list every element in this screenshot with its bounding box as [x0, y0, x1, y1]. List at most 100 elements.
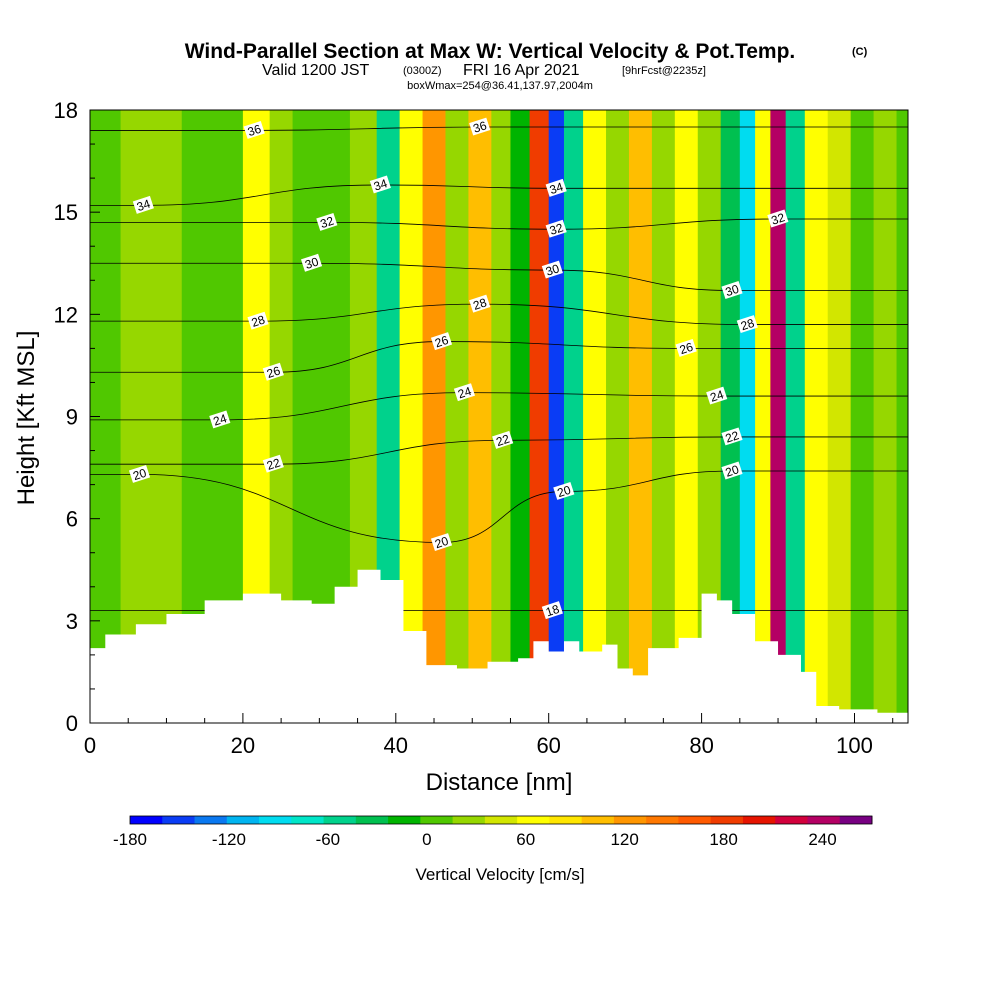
y-tick-label: 18 [54, 98, 78, 123]
x-axis: 0 20 40 60 80 100 [84, 713, 894, 758]
valid-date: FRI 16 Apr 2021 [463, 62, 580, 79]
vertical-velocity-column [804, 110, 829, 723]
svg-text:20: 20 [555, 483, 572, 501]
vertical-velocity-column [491, 110, 512, 723]
vertical-velocity-column [785, 110, 806, 723]
x-tick-label: 60 [536, 733, 560, 758]
contour-label: 28 [736, 315, 758, 333]
colorbar-swatch [646, 816, 679, 824]
colorbar-tick-label: 180 [709, 830, 737, 849]
valid-time-zulu: (0300Z) [403, 65, 442, 77]
svg-text:36: 36 [471, 118, 488, 136]
theta-contour-labels: 18 20 20 20 20 22 22 22 24 24 24 26 26 26 28 28 28 30 30 30… [128, 117, 789, 619]
colorbar-swatch [807, 816, 841, 824]
contour-label: 30 [541, 260, 563, 279]
colorbar-tick-label: 240 [808, 830, 836, 849]
theta-contour-line [90, 470, 908, 543]
svg-text:32: 32 [548, 220, 565, 238]
colorbar-swatch [194, 816, 228, 824]
colorbar-swatch [678, 816, 712, 824]
colorbar-swatch [323, 816, 357, 824]
vertical-velocity-column [674, 110, 699, 723]
svg-text:20: 20 [131, 466, 148, 484]
colorbar-swatch [355, 816, 389, 824]
svg-text:20: 20 [724, 462, 741, 480]
vertical-velocity-column [445, 110, 470, 723]
y-tick-label: 9 [66, 405, 78, 430]
vertical-velocity-column [399, 110, 424, 723]
vertical-velocity-column [651, 110, 676, 723]
svg-text:26: 26 [433, 333, 450, 351]
colorbar-swatch [162, 816, 196, 824]
colorbar-tick-label: -60 [316, 830, 341, 849]
svg-text:34: 34 [548, 180, 565, 198]
theta-contour-line [90, 218, 908, 230]
svg-text:34: 34 [372, 176, 389, 194]
vertical-velocity-column [755, 110, 771, 723]
svg-text:36: 36 [246, 122, 263, 140]
svg-text:34: 34 [135, 197, 152, 215]
y-tick-label: 3 [66, 609, 78, 634]
svg-text:32: 32 [770, 210, 787, 228]
contour-label: 24 [453, 383, 476, 402]
colorbar-swatch [291, 816, 325, 824]
colorbar-swatch [839, 816, 873, 824]
contour-label: 28 [469, 294, 491, 313]
contour-label: 26 [262, 362, 284, 381]
svg-text:28: 28 [471, 295, 488, 313]
x-tick-label: 40 [384, 733, 408, 758]
vertical-velocity-column [896, 110, 908, 723]
y-tick-label: 0 [66, 711, 78, 736]
colorbar-swatch [742, 816, 776, 824]
vertical-velocity-column [510, 110, 531, 723]
y-tick-label: 6 [66, 507, 78, 532]
y-axis: 0 3 6 9 12 15 18 [54, 98, 100, 736]
contour-label: 30 [300, 253, 323, 272]
contour-label: 34 [132, 195, 154, 215]
contour-label: 28 [247, 311, 269, 330]
vertical-velocity-column [873, 110, 898, 723]
contour-label: 34 [545, 178, 567, 198]
contour-label: 34 [369, 175, 391, 194]
x-axis-label: Distance [nm] [426, 769, 573, 796]
colorbar: -180 -120 -60 0 60 120 180 240 [113, 815, 873, 849]
vertical-velocity-column [120, 110, 152, 723]
colorbar-swatch [710, 816, 744, 824]
svg-text:22: 22 [494, 432, 511, 450]
vertical-velocity-column [628, 110, 653, 723]
svg-text:28: 28 [250, 312, 267, 330]
contour-label: 32 [316, 212, 338, 231]
svg-text:30: 30 [724, 282, 741, 300]
contour-label: 22 [721, 427, 743, 446]
vertical-velocity-column [770, 110, 787, 723]
vertical-velocity-column [583, 110, 607, 723]
forecast-info: [9hrFcst@2235z] [622, 65, 706, 77]
colorbar-swatch [484, 816, 518, 824]
plot-area: 18 20 20 20 20 22 22 22 24 24 24 26 26 26 28 28 28 30 30 30… [90, 110, 908, 723]
vertical-velocity-column [827, 110, 852, 723]
valid-time-prefix: Valid 1200 JST [262, 62, 370, 79]
colorbar-tick-label: 0 [422, 830, 431, 849]
y-axis-label: Height [Kft MSL] [13, 331, 40, 506]
colorbar-swatch [226, 816, 260, 824]
contour-label: 18 [541, 601, 563, 619]
x-tick-label: 0 [84, 733, 96, 758]
vertical-velocity-column [468, 110, 492, 723]
colorbar-label: Vertical Velocity [cm/s] [415, 865, 584, 884]
theta-contour-line [90, 126, 908, 131]
contour-label: 36 [243, 120, 265, 140]
svg-text:20: 20 [433, 534, 450, 552]
colorbar-swatch [581, 816, 615, 824]
colorbar-tick-label: 120 [610, 830, 638, 849]
contour-label: 24 [706, 386, 728, 405]
colorbar-swatch [775, 816, 808, 824]
contour-label: 22 [492, 430, 514, 450]
colorbar-swatch [388, 816, 421, 824]
svg-text:22: 22 [265, 455, 282, 473]
contour-label: 32 [545, 219, 567, 238]
svg-text:24: 24 [456, 384, 473, 402]
colorbar-swatch [130, 816, 163, 824]
colorbar-swatch [259, 816, 292, 824]
vertical-velocity-column [376, 110, 401, 723]
